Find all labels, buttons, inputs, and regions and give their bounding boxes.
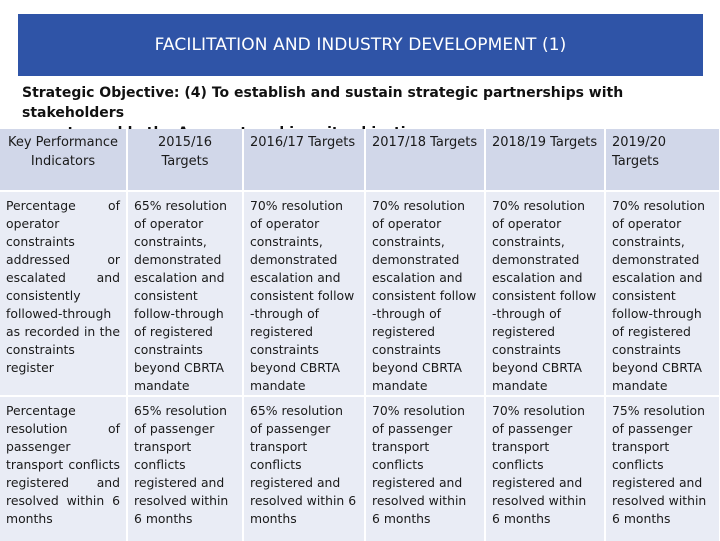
table-cell: Percentage of operator constraints addre… (0, 191, 128, 396)
header-2016-17: 2016/17 Targets (243, 129, 366, 191)
targets-table: Key Performance Indicators 2015/16 Targe… (0, 129, 720, 541)
table-cell: 70% resolution of operator constraints, … (243, 191, 366, 396)
table-cell: 65% resolution of passenger transport co… (243, 396, 366, 541)
table-cell: 70% resolution of operator constraints, … (605, 191, 720, 396)
table-row: Percentage resolution of passenger trans… (0, 396, 720, 541)
table-cell: 70% resolution of operator constraints, … (485, 191, 606, 396)
table-cell: 70% resolution of passenger transport co… (365, 396, 486, 541)
table-cell: Percentage resolution of passenger trans… (0, 396, 128, 541)
header-2018-19: 2018/19 Targets (485, 129, 606, 191)
objective-line-1: Strategic Objective: (4) To establish an… (22, 85, 624, 121)
header-2019-20: 2019/20 Targets (605, 129, 720, 191)
header-kpi: Key Performance Indicators (0, 129, 128, 191)
slide-title-banner: FACILITATION AND INDUSTRY DEVELOPMENT (1… (18, 14, 703, 76)
header-2017-18: 2017/18 Targets (365, 129, 486, 191)
table-header-row: Key Performance Indicators 2015/16 Targe… (0, 129, 720, 191)
table-cell: 70% resolution of passenger transport co… (485, 396, 606, 541)
table-cell: 70% resolution of operator constraints, … (365, 191, 486, 396)
table-cell: 75% resolution of passenger transport co… (605, 396, 720, 541)
table-row: Percentage of operator constraints addre… (0, 191, 720, 396)
table-cell: 65% resolution of operator constraints, … (127, 191, 244, 396)
table-cell: 65% resolution of passenger transport co… (127, 396, 244, 541)
slide-title: FACILITATION AND INDUSTRY DEVELOPMENT (1… (154, 35, 567, 55)
header-2015-16: 2015/16 Targets (127, 129, 244, 191)
